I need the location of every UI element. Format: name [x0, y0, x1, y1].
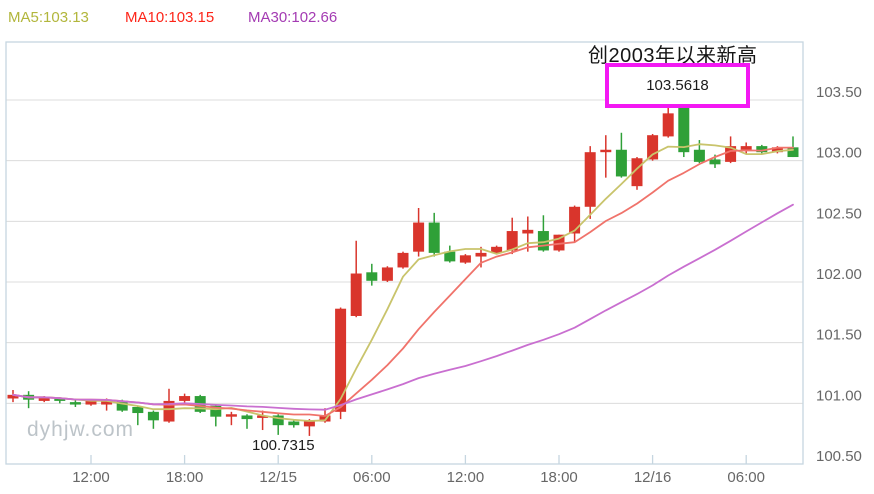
x-tick-label: 06:00: [353, 469, 391, 486]
x-tick-label: 12:00: [72, 469, 110, 486]
candle-body: [101, 400, 113, 405]
annotation-high-value: 103.5618: [646, 77, 709, 94]
x-tick-label: 18:00: [166, 469, 204, 486]
x-tick-label: 06:00: [727, 469, 765, 486]
ma5-line: [12, 143, 794, 422]
ma30-line: [12, 203, 794, 411]
candle-body: [288, 421, 300, 426]
low-value-label: 100.7315: [252, 437, 315, 454]
candle-body: [397, 252, 409, 268]
candle-body: [662, 113, 674, 137]
candle-body: [272, 415, 284, 426]
candle-body: [491, 246, 503, 253]
candle-body: [709, 159, 721, 165]
candle-body: [366, 272, 378, 281]
candle-body: [459, 255, 471, 263]
candle-body: [85, 400, 97, 405]
candle-body: [740, 146, 752, 150]
candle-body: [381, 267, 393, 281]
candle-body: [725, 146, 737, 162]
y-tick-label: 103.00: [816, 145, 862, 162]
candle-body: [569, 206, 581, 234]
candle-body: [413, 222, 425, 252]
candle-body: [647, 135, 659, 160]
candle-body: [506, 231, 518, 251]
candle-body: [54, 398, 66, 401]
candle-body: [475, 252, 487, 257]
candle-body: [303, 420, 315, 427]
y-tick-label: 103.50: [816, 84, 862, 101]
candle-body: [179, 396, 191, 401]
candle-body: [787, 147, 799, 158]
y-tick-label: 101.50: [816, 327, 862, 344]
y-axis-labels: 103.50 103.00 102.50 102.00 101.50 101.00 100.…: [816, 84, 862, 465]
candle-body: [693, 149, 705, 162]
candle-body: [116, 400, 128, 411]
candle-body: [600, 149, 612, 153]
candle-body: [7, 394, 19, 399]
x-tick-label: 12/15: [259, 469, 297, 486]
x-tick-label: 12/16: [634, 469, 672, 486]
candle-body: [522, 229, 534, 234]
candle-body: [771, 147, 783, 153]
candle-body: [69, 402, 81, 405]
legend-ma5: MA5:103.13: [8, 9, 89, 26]
y-tick-label: 102.00: [816, 266, 862, 283]
candle-body: [615, 149, 627, 177]
candle-body: [584, 152, 596, 207]
x-tick-label: 12:00: [447, 469, 485, 486]
candle-body: [553, 234, 565, 251]
candle-body: [678, 104, 690, 153]
plot-border: [5, 41, 804, 465]
candle-body: [350, 273, 362, 316]
candle-body: [147, 411, 159, 421]
candle-body: [335, 308, 347, 412]
x-tick-label: 18:00: [540, 469, 578, 486]
legend-ma30: MA30:102.66: [248, 9, 338, 26]
candle-body: [132, 406, 144, 414]
candle-body: [428, 222, 440, 253]
candle-body: [537, 231, 549, 251]
x-axis: 12:00 18:00 12/15 06:00 12:00 18:00 12/16 06:00: [72, 455, 765, 486]
candle-body: [210, 405, 222, 417]
legend-ma10: MA10:103.15: [125, 9, 215, 26]
annotation-box: 103.5618: [605, 63, 750, 108]
annotation-new-high-text: 创2003年以来新高: [588, 45, 758, 67]
candle-body: [756, 146, 768, 153]
y-tick-label: 101.00: [816, 387, 862, 404]
candle-body: [163, 400, 175, 422]
watermark-text: dyhjw.com: [27, 418, 135, 441]
candle-body: [319, 415, 331, 422]
candle-body: [631, 158, 643, 187]
candle-body: [444, 251, 456, 262]
y-tick-label: 100.50: [816, 448, 862, 465]
candles: [7, 92, 799, 436]
y-tick-label: 102.50: [816, 205, 862, 222]
candle-body: [225, 414, 237, 417]
candle-body: [241, 415, 253, 420]
candle-body: [257, 415, 269, 418]
candle-body: [38, 397, 50, 401]
